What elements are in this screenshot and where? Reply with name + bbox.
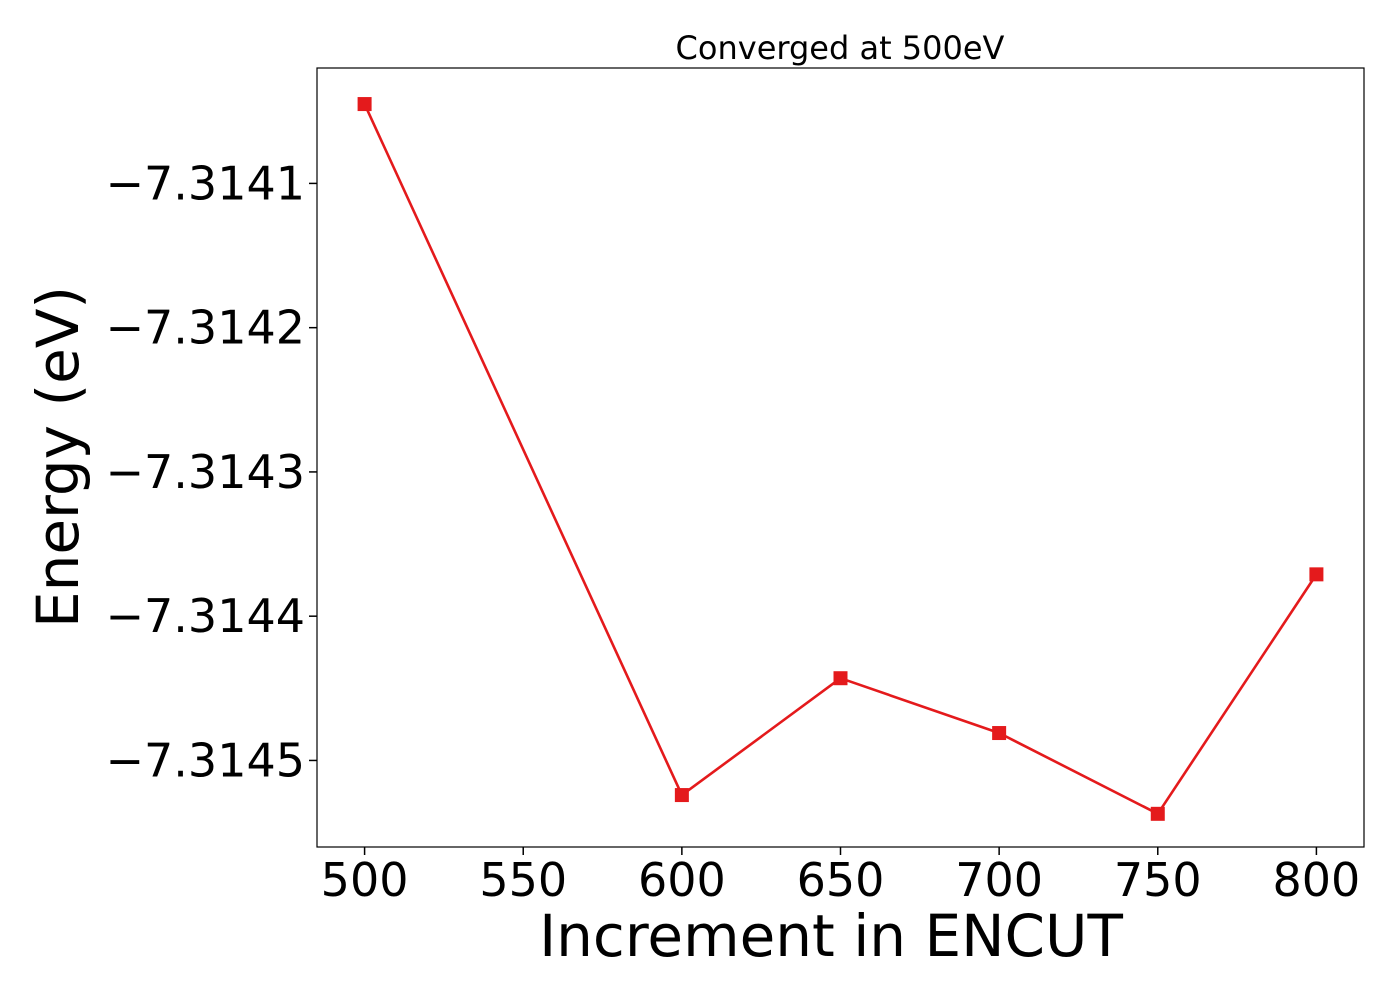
y-axis-label: Energy (eV) (24, 286, 92, 628)
plot-area (316, 67, 1365, 848)
series-layer (357, 97, 1324, 821)
x-tick-label: 500 (321, 853, 409, 907)
y-tick-label: −7.3143 (106, 445, 306, 499)
x-tick-label: 650 (797, 853, 885, 907)
x-axis: 500 550 600 650 700 750 800 (321, 847, 1361, 907)
data-point-marker (674, 788, 689, 803)
data-point-marker (833, 671, 848, 686)
x-tick-label: 600 (638, 853, 726, 907)
data-point-marker (1309, 567, 1324, 582)
data-point-marker (992, 726, 1007, 741)
data-point-marker (357, 97, 372, 112)
plot-frame (316, 67, 1365, 848)
y-axis: −7.3141 −7.3142 −7.3143 −7.3144 −7.3145 (106, 156, 317, 787)
x-tick-label: 550 (479, 853, 567, 907)
x-axis-label: Increment in ENCUT (539, 902, 1123, 970)
y-tick-label: −7.3144 (106, 589, 306, 643)
x-tick-label: 700 (955, 853, 1043, 907)
y-tick-label: −7.3141 (106, 156, 306, 210)
y-tick-label: −7.3145 (106, 733, 306, 787)
series-line (363, 103, 1318, 816)
x-tick-label: 800 (1273, 853, 1361, 907)
y-tick-label: −7.3142 (106, 301, 306, 355)
x-tick-label: 750 (1114, 853, 1202, 907)
data-point-marker (1150, 806, 1165, 821)
chart-title: Converged at 500eV (676, 29, 1005, 67)
